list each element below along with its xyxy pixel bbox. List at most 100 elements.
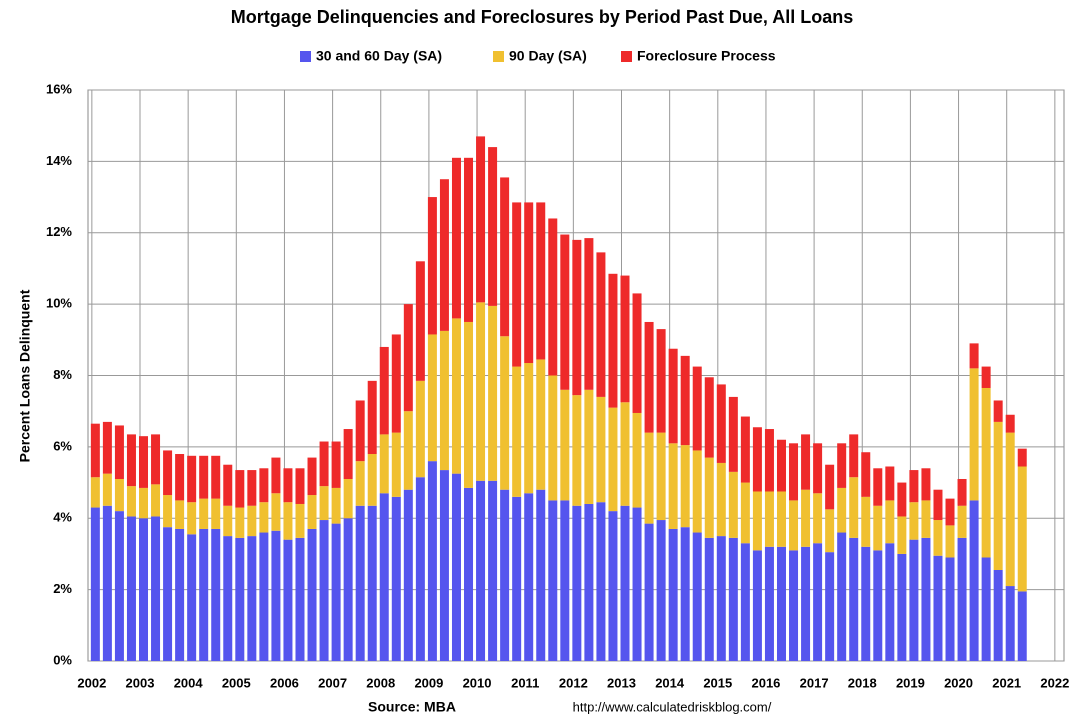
- bar-segment: [957, 537, 967, 661]
- x-tick-label: 2008: [366, 675, 395, 690]
- bar-segment: [427, 334, 437, 462]
- bar-segment: [776, 546, 786, 661]
- bar-segment: [126, 486, 136, 517]
- bar-segment: [909, 539, 919, 661]
- bar-segment: [427, 197, 437, 335]
- legend-swatch: [621, 51, 632, 62]
- bar-segment: [114, 478, 124, 512]
- bar-segment: [548, 375, 558, 501]
- x-tick-label: 2018: [848, 675, 877, 690]
- bar-segment: [151, 434, 161, 485]
- bar-segment: [813, 543, 823, 661]
- bar-segment: [488, 480, 498, 661]
- bar-segment: [584, 503, 594, 661]
- bar-segment: [175, 500, 185, 529]
- bar-segment: [813, 443, 823, 494]
- bar-segment: [728, 537, 738, 661]
- bar-segment: [439, 179, 449, 331]
- x-tick-label: 2021: [992, 675, 1021, 690]
- bar-segment: [235, 537, 245, 661]
- bar-segment: [1017, 448, 1027, 467]
- bar-segment: [909, 502, 919, 540]
- bar-segment: [512, 366, 522, 497]
- y-tick-label: 6%: [53, 438, 72, 453]
- bar-segment: [151, 484, 161, 517]
- bar-segment: [764, 491, 774, 547]
- bar-segment: [789, 550, 799, 661]
- x-tick-label: 2020: [944, 675, 973, 690]
- bar-segment: [163, 527, 173, 661]
- bar-segment: [524, 493, 534, 661]
- bar-segment: [608, 511, 618, 661]
- bar-segment: [451, 157, 461, 319]
- bar-segment: [849, 434, 859, 478]
- bar-segment: [439, 330, 449, 471]
- legend-label: Foreclosure Process: [637, 48, 776, 64]
- y-tick-label: 12%: [46, 224, 72, 239]
- bar-segment: [704, 537, 714, 661]
- bar-segment: [331, 487, 341, 524]
- bar-segment: [897, 482, 907, 517]
- bar-segment: [921, 537, 931, 661]
- y-axis-title: Percent Loans Delinquent: [17, 289, 33, 462]
- bar-segment: [837, 443, 847, 488]
- bar-segment: [403, 489, 413, 661]
- legend-label: 30 and 60 Day (SA): [316, 48, 442, 64]
- bar-segment: [102, 473, 112, 506]
- bar-segment: [728, 471, 738, 538]
- bar-segment: [728, 396, 738, 472]
- bar-segment: [704, 457, 714, 538]
- bar-segment: [668, 348, 678, 444]
- bar-segment: [464, 487, 474, 661]
- bar-segment: [319, 520, 329, 661]
- bar-segment: [319, 486, 329, 521]
- bar-segment: [367, 380, 377, 455]
- bar-segment: [560, 500, 570, 661]
- bar-segment: [379, 346, 389, 435]
- x-tick-label: 2017: [800, 675, 829, 690]
- bar-segment: [1005, 414, 1015, 433]
- x-tick-label: 2014: [655, 675, 685, 690]
- bar-segment: [632, 412, 642, 508]
- bar-segment: [801, 434, 811, 490]
- x-tick-label: 2019: [896, 675, 925, 690]
- bar-segment: [957, 505, 967, 538]
- bar-segment: [259, 468, 269, 503]
- y-tick-label: 8%: [53, 367, 72, 382]
- bar-segment: [584, 238, 594, 390]
- bar-segment: [211, 528, 221, 661]
- x-tick-label: 2002: [77, 675, 106, 690]
- bar-segment: [644, 523, 654, 661]
- bar-segment: [319, 441, 329, 487]
- y-tick-label: 16%: [46, 81, 72, 96]
- x-tick-label: 2006: [270, 675, 299, 690]
- bar-segment: [837, 532, 847, 661]
- url: http://www.calculatedriskblog.com/: [573, 699, 772, 714]
- y-tick-label: 0%: [53, 652, 72, 667]
- bar-segment: [572, 505, 582, 661]
- y-tick-label: 2%: [53, 581, 72, 596]
- bar-segment: [367, 505, 377, 661]
- bar-segment: [295, 537, 305, 661]
- bar-segment: [512, 202, 522, 367]
- bar-segment: [933, 555, 943, 661]
- bar-segment: [680, 355, 690, 446]
- bar-segment: [608, 273, 618, 408]
- bar-segment: [764, 546, 774, 661]
- bar-segment: [548, 500, 558, 661]
- bar-segment: [921, 500, 931, 538]
- bar-segment: [981, 366, 991, 388]
- bar-segment: [464, 157, 474, 322]
- bar-segment: [391, 432, 401, 497]
- bar-segment: [776, 491, 786, 547]
- bar-segment: [644, 321, 654, 433]
- bar-segment: [259, 502, 269, 533]
- bar-segment: [90, 477, 100, 508]
- bar-segment: [752, 491, 762, 551]
- bar-segment: [271, 457, 281, 494]
- bar-segment: [548, 218, 558, 376]
- bar-segment: [620, 275, 630, 403]
- bar-segment: [295, 503, 305, 538]
- bar-segment: [247, 505, 257, 537]
- bar-segment: [114, 425, 124, 479]
